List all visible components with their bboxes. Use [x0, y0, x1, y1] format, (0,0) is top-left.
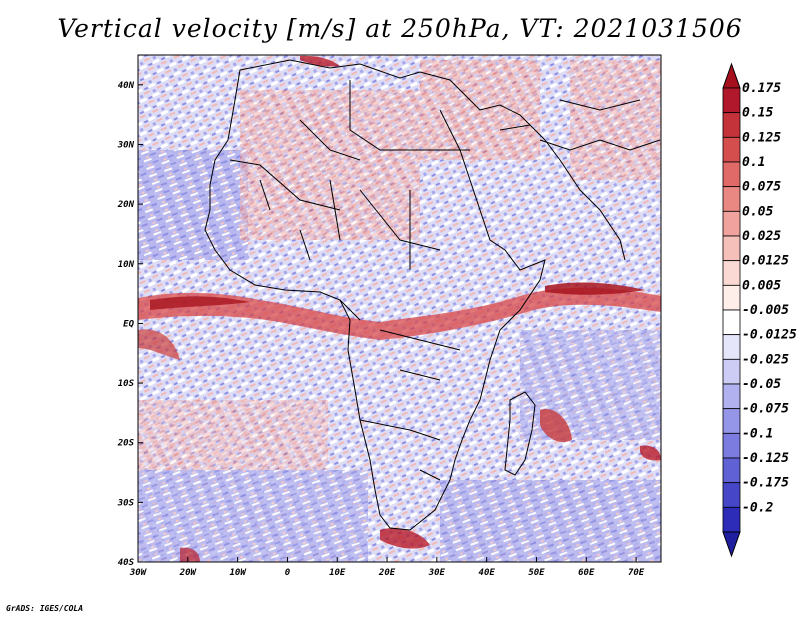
lon-tick-label: 30E	[428, 568, 446, 578]
colorbar-label: 0.075	[742, 180, 781, 195]
latitude-axis: 40N 30N 20N 10N EQ 10S 20S 30S 40S	[117, 81, 143, 568]
lat-tick-label: 20N	[117, 200, 135, 210]
colorbar-label: 0.125	[742, 130, 781, 145]
colorbar-label: -0.1	[742, 426, 773, 441]
lat-tick-label: 30S	[117, 498, 135, 508]
grads-credit: GrADS: IGES/COLA	[6, 604, 84, 613]
coastlines	[204, 59, 661, 531]
colorbar-label: -0.005	[742, 303, 789, 318]
lat-tick-label: 40S	[118, 558, 135, 568]
map-title: Vertical velocity [m/s] at 250hPa, VT: 2…	[57, 14, 743, 43]
colorbar-segment	[722, 457, 741, 484]
lat-tick-label: 40N	[118, 81, 135, 91]
velocity-field	[138, 55, 661, 562]
longitude-axis: 30W 20W 10W 0 10E 20E 30E 40E 50E 60E 70E	[129, 557, 645, 578]
colorbar-label: -0.125	[742, 451, 789, 466]
colorbar-label: 0.025	[742, 229, 781, 244]
colorbar-label: 0.1	[742, 155, 765, 170]
colorbar-segment	[722, 506, 741, 533]
colorbar-segment	[722, 112, 741, 138]
colorbar-label: 0.175	[742, 81, 781, 96]
colorbar-label: -0.175	[742, 476, 789, 491]
lat-tick-label: EQ	[123, 319, 134, 329]
lon-tick-label: 10E	[329, 568, 346, 578]
colorbar-segment	[722, 186, 741, 212]
colorbar-label: -0.025	[742, 352, 789, 367]
colorbar-segment	[722, 408, 741, 434]
lat-tick-label: 20S	[117, 439, 135, 449]
colorbar-segment	[722, 383, 741, 410]
lat-tick-label: 10N	[118, 260, 135, 270]
colorbar-segment	[722, 432, 741, 459]
colorbar-segment	[722, 334, 741, 360]
lon-tick-label: 30W	[129, 568, 148, 578]
colorbar-label: -0.2	[742, 500, 773, 515]
plot-frame	[137, 54, 662, 563]
colorbar-label: -0.05	[742, 377, 781, 392]
lon-tick-label: 40E	[479, 568, 496, 578]
colorbar-top-arrow	[722, 62, 741, 89]
colorbar-segment	[722, 235, 741, 262]
colorbar: 0.175 0.15 0.125 0.1 0.075 0.05 0.025 0.0125 0.0…	[722, 62, 797, 558]
lon-tick-label: 50E	[528, 568, 545, 578]
colorbar-segment	[722, 87, 741, 114]
colorbar-label: 0.15	[742, 106, 773, 121]
colorbar-segment	[722, 136, 741, 163]
colorbar-segment	[722, 210, 741, 237]
colorbar-label: 0.0125	[742, 254, 789, 269]
colorbar-segment	[722, 284, 741, 311]
lon-tick-label: 20E	[378, 568, 396, 578]
colorbar-segment	[722, 260, 741, 286]
lon-tick-label: 70E	[628, 568, 645, 578]
colorbar-label: -0.075	[742, 402, 789, 417]
colorbar-label: -0.0125	[742, 328, 797, 343]
colorbar-label: 0.005	[742, 278, 781, 293]
colorbar-segment	[722, 482, 741, 508]
lon-tick-label: 0	[285, 568, 291, 578]
colorbar-segment	[722, 161, 741, 188]
colorbar-segment	[722, 358, 741, 385]
lon-tick-label: 60E	[578, 568, 595, 578]
lon-tick-label: 20W	[179, 568, 198, 578]
lat-tick-label: 10S	[118, 379, 135, 389]
colorbar-bottom-arrow	[722, 531, 741, 558]
lon-tick-label: 10W	[229, 568, 247, 578]
colorbar-segment	[722, 309, 741, 336]
colorbar-label: 0.05	[742, 204, 773, 219]
lat-tick-label: 30N	[117, 140, 135, 150]
